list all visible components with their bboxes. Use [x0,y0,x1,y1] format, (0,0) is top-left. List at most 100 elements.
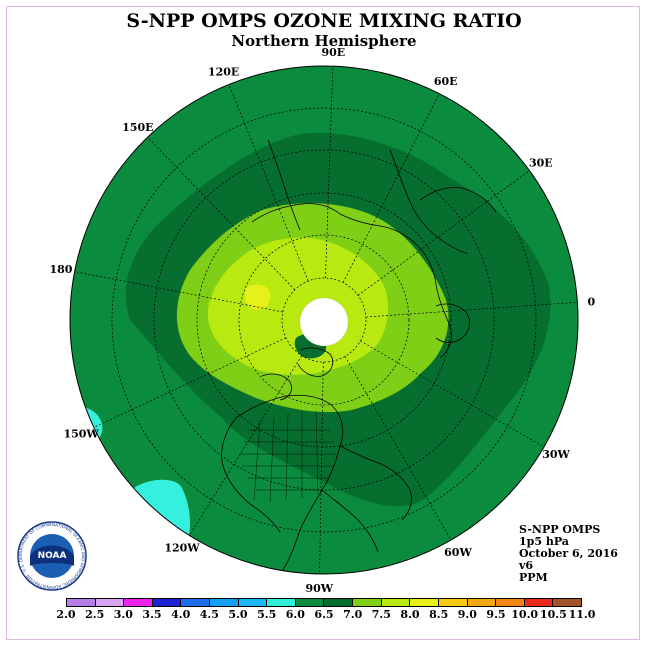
longitude-label-180: 180 [49,263,72,276]
longitude-label-30e: 30E [529,156,553,169]
colorbar-tick-label: 3.0 [113,608,133,621]
colorbar-segment [267,599,296,606]
colorbar-segment [324,599,354,606]
state-lines-vertical [253,411,319,503]
colorbar-tick-label: 2.0 [56,608,76,621]
colorbar-tick-label: 7.0 [343,608,363,621]
ozone-region-5-5-southwest [133,479,190,540]
coastlines [221,139,497,574]
colorbar-segment [353,599,382,606]
colorbar-tick-label: 4.0 [171,608,191,621]
info-version: v6 [519,559,534,572]
colorbar-segment [467,599,497,606]
latitude-circles [111,107,537,533]
colorbar-segment [181,599,211,606]
meridian-120w [189,355,303,536]
longitude-label-30w: 30W [542,448,570,461]
meridian-lines [74,66,578,574]
meridian-120e [228,84,309,282]
colorbar-segment [553,599,581,606]
colorbar-segment [438,599,468,606]
colorbar-segment [238,599,268,606]
polar-no-data-cap [300,298,348,346]
us-state-borders [240,411,336,503]
latitude-60-circle [196,192,452,448]
logo-text: NOAA [38,551,67,561]
colorbar-segment [67,599,96,606]
meridian-60e [342,93,440,283]
gulf-coast [339,445,412,521]
colorbar-tick-label: 3.5 [142,608,162,621]
noaa-bird-icon [30,545,74,566]
north-america-west-coast [221,417,281,533]
page-title: S-NPP OMPS OZONE MIXING RATIO [126,10,522,32]
meridian-180 [74,271,283,313]
colorbar-tick-label: 10.0 [511,608,539,621]
noaa-logo: NOAA NATIONAL OCEANIC AND ATMOSPHERIC AD… [16,520,87,591]
colorbar-tick-label: 10.5 [539,608,567,621]
colorbar-tick-label: 8.5 [429,608,449,621]
colorbar-segment [210,599,239,606]
colorbar [66,598,582,607]
info-instrument: S-NPP OMPS [519,523,601,536]
longitude-label-150e: 150E [122,121,153,134]
meridian-150e [147,137,296,291]
colorbar-segment [124,599,153,606]
longitude-labels: 120E 90E 60E 30E 0 30W 60W 90W 120W 150W 180 150E [49,46,595,595]
colorbar-segment [524,599,554,606]
longitude-label-90w: 90W [305,582,333,595]
ozone-region-8-0 [244,284,271,310]
info-pressure: 1p5 hPa [519,535,569,548]
figure-frame [6,6,640,640]
longitude-label-60e: 60E [434,75,458,88]
colorbar-tick-label: 5.5 [257,608,277,621]
polar-cap-stipple [299,297,349,347]
colorbar-segment [410,599,439,606]
longitude-label-60w: 60W [444,546,472,559]
east-asia-coast [267,139,301,231]
colorbar-tick-label: 11.0 [568,608,596,621]
latitude-80-circle [281,277,367,363]
ozone-region-7-5 [207,237,389,375]
colorbar-tick-label: 9.0 [457,608,477,621]
colorbar-segment [295,599,325,606]
ozone-field [70,66,578,574]
map-boundary-circle [69,65,579,575]
latitude-70-circle [238,234,410,406]
colorbar-ticks: 2.0 2.5 3.0 3.5 4.0 4.5 5.0 5.5 6.0 6.5 7.0 7.5 8.0 8… [0,608,648,622]
colorbar-tick-label: 4.5 [199,608,219,621]
longitude-label-120e: 120E [208,66,239,79]
colorbar-tick-label: 2.5 [85,608,105,621]
colorbar-segment [95,599,125,606]
meridian-90w [319,361,324,574]
latitude-50-circle [153,149,495,491]
colorbar-tick-label: 6.0 [285,608,305,621]
longitude-label-120w: 120W [164,541,200,554]
colorbar-tick-label: 8.0 [400,608,420,621]
colorbar-tick-label: 5.0 [228,608,248,621]
middle-east-coast [419,187,497,213]
info-date: October 6, 2016 [519,547,618,560]
latitude-40-circle [111,107,537,533]
colorbar-segment [381,599,411,606]
longitude-label-90e: 90E [322,46,346,59]
longitude-label-0: 0 [588,295,596,308]
colorbar-tick-label: 7.5 [371,608,391,621]
meridian-30e [357,170,530,296]
meridian-60w [344,356,452,541]
meridian-150w [93,337,287,428]
longitude-label-150w: 150W [63,427,99,440]
state-lines-horizontal [240,429,336,491]
colorbar-tick-label: 9.5 [486,608,506,621]
meridian-90e [325,66,334,279]
colorbar-tick-label: 6.5 [314,608,334,621]
greenland-coast [297,347,334,377]
meridian-0 [365,301,578,318]
eurasia-arctic-coast [251,203,452,359]
meridian-30w [360,340,545,448]
colorbar-segment [496,599,525,606]
colorbar-segment [152,599,182,606]
scandinavia-coast [435,303,470,343]
central-america-coast [321,489,379,553]
